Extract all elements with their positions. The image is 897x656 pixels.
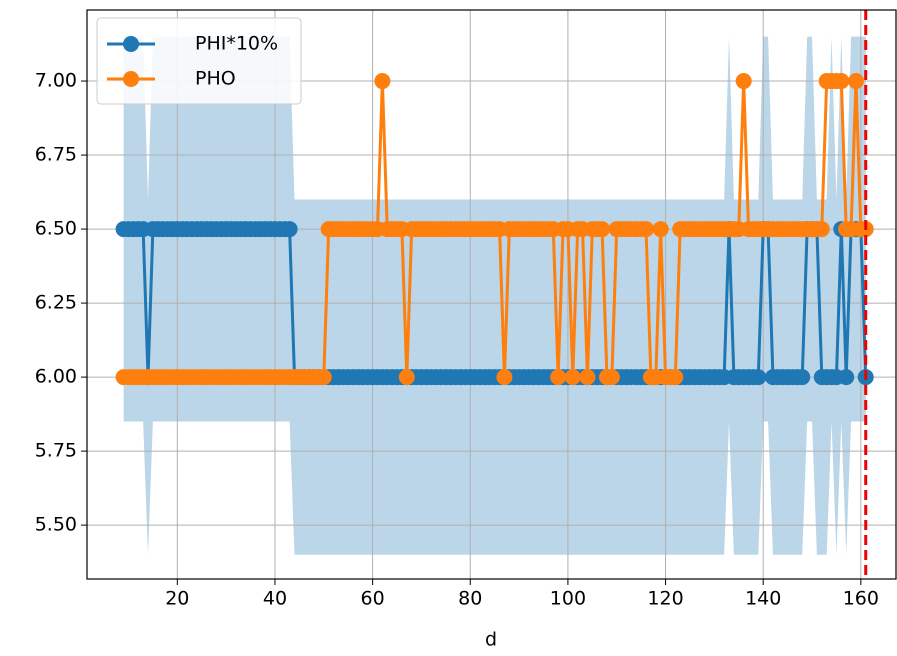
- y-tick-label: 6.25: [35, 292, 77, 314]
- legend-marker: [123, 36, 139, 52]
- x-tick-label: 100: [550, 588, 586, 610]
- point: [667, 369, 684, 386]
- legend-label: PHO: [195, 68, 236, 90]
- x-axis-label: d: [485, 629, 497, 651]
- point: [579, 369, 596, 386]
- point: [813, 221, 830, 238]
- x-tick-label: 60: [361, 588, 385, 610]
- point: [374, 73, 391, 90]
- point: [833, 73, 850, 90]
- y-tick-label: 7.00: [35, 70, 77, 92]
- legend-marker: [123, 71, 139, 87]
- x-tick-label: 120: [647, 588, 683, 610]
- band: [123, 36, 866, 555]
- point: [750, 369, 767, 386]
- point: [315, 369, 332, 386]
- x-tick-label: 20: [165, 588, 189, 610]
- legend-label: PHI*10%: [195, 33, 278, 55]
- x-tick-label: 80: [458, 588, 482, 610]
- point: [735, 73, 752, 90]
- x-tick-label: 40: [263, 588, 287, 610]
- point: [652, 221, 669, 238]
- y-tick-label: 6.00: [35, 366, 77, 388]
- y-tick-label: 6.50: [35, 218, 77, 240]
- point: [794, 369, 811, 386]
- point: [564, 369, 581, 386]
- point: [496, 369, 513, 386]
- point: [594, 221, 611, 238]
- y-tick-label: 6.75: [35, 144, 77, 166]
- point: [603, 369, 620, 386]
- point: [838, 369, 855, 386]
- x-tick-label: 160: [843, 588, 879, 610]
- y-tick-label: 5.50: [35, 514, 77, 536]
- legend-box: [96, 17, 302, 105]
- point: [847, 73, 864, 90]
- plot-frame: [86, 9, 897, 580]
- point: [398, 369, 415, 386]
- y-tick-label: 5.75: [35, 440, 77, 462]
- point: [638, 221, 655, 238]
- x-tick-label: 140: [745, 588, 781, 610]
- point: [550, 369, 567, 386]
- point: [281, 221, 298, 238]
